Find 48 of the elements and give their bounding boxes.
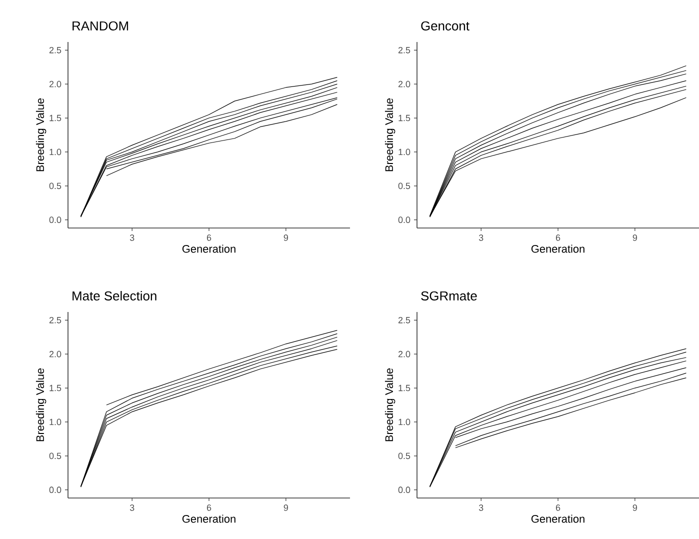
y-tick-label: 0.5 bbox=[49, 182, 62, 190]
chart-title: RANDOM bbox=[72, 21, 128, 30]
y-tick-label: 0.5 bbox=[49, 452, 62, 460]
y-tick-label: 2.0 bbox=[49, 80, 62, 88]
x-tick-label: 9 bbox=[284, 234, 288, 241]
y-tick-label: 0.5 bbox=[398, 182, 410, 190]
y-tick-label: 1.0 bbox=[398, 418, 410, 426]
x-tick-label: 6 bbox=[556, 504, 560, 511]
x-axis-title: Generation bbox=[182, 514, 236, 523]
y-tick-label: 1.0 bbox=[50, 148, 62, 156]
y-tick-label: 2.5 bbox=[398, 46, 410, 54]
y-tick-label: 0.0 bbox=[398, 486, 410, 494]
y-tick-label: 1.5 bbox=[398, 114, 410, 122]
y-tick-label: 2.0 bbox=[398, 80, 410, 88]
x-axis-title: Generation bbox=[531, 244, 584, 253]
y-tick-label: 1.5 bbox=[50, 384, 62, 392]
x-axis-title: Generation bbox=[182, 244, 236, 253]
y-axis-title: Breeding Value bbox=[36, 98, 46, 172]
y-tick-label: 0.5 bbox=[398, 452, 410, 460]
x-tick-label: 9 bbox=[632, 234, 637, 241]
x-tick-label: 9 bbox=[284, 504, 288, 511]
chart-title: Mate Selection bbox=[72, 290, 156, 300]
y-tick-label: 1.0 bbox=[398, 148, 410, 156]
x-tick-label: 3 bbox=[130, 234, 134, 241]
x-tick-label: 3 bbox=[130, 504, 134, 511]
y-tick-label: 2.5 bbox=[49, 46, 62, 54]
x-tick-label: 3 bbox=[478, 504, 484, 511]
y-tick-label: 2.0 bbox=[398, 350, 410, 358]
y-axis-title: Breeding Value bbox=[384, 368, 396, 442]
y-tick-label: 1.0 bbox=[50, 418, 62, 426]
y-tick-label: 0.0 bbox=[49, 216, 62, 224]
y-axis-title: Breeding Value bbox=[36, 368, 46, 442]
y-tick-label: 2.5 bbox=[49, 316, 62, 324]
y-tick-label: 1.5 bbox=[50, 114, 62, 122]
y-tick-label: 2.5 bbox=[398, 316, 410, 324]
y-tick-label: 2.0 bbox=[49, 350, 62, 358]
x-tick-label: 6 bbox=[206, 234, 212, 241]
y-axis-title: Breeding Value bbox=[384, 98, 396, 172]
chart-title: SGRmate bbox=[421, 291, 477, 300]
x-axis-title: Generation bbox=[531, 514, 584, 523]
y-tick-label: 0.0 bbox=[49, 486, 62, 494]
y-tick-label: 0.0 bbox=[398, 216, 410, 224]
y-tick-label: 1.5 bbox=[398, 384, 410, 392]
x-tick-label: 6 bbox=[556, 234, 560, 241]
x-tick-label: 6 bbox=[206, 504, 212, 511]
chart-title: Gencont bbox=[421, 21, 470, 30]
x-tick-label: 9 bbox=[632, 504, 637, 511]
x-tick-label: 3 bbox=[478, 234, 484, 241]
